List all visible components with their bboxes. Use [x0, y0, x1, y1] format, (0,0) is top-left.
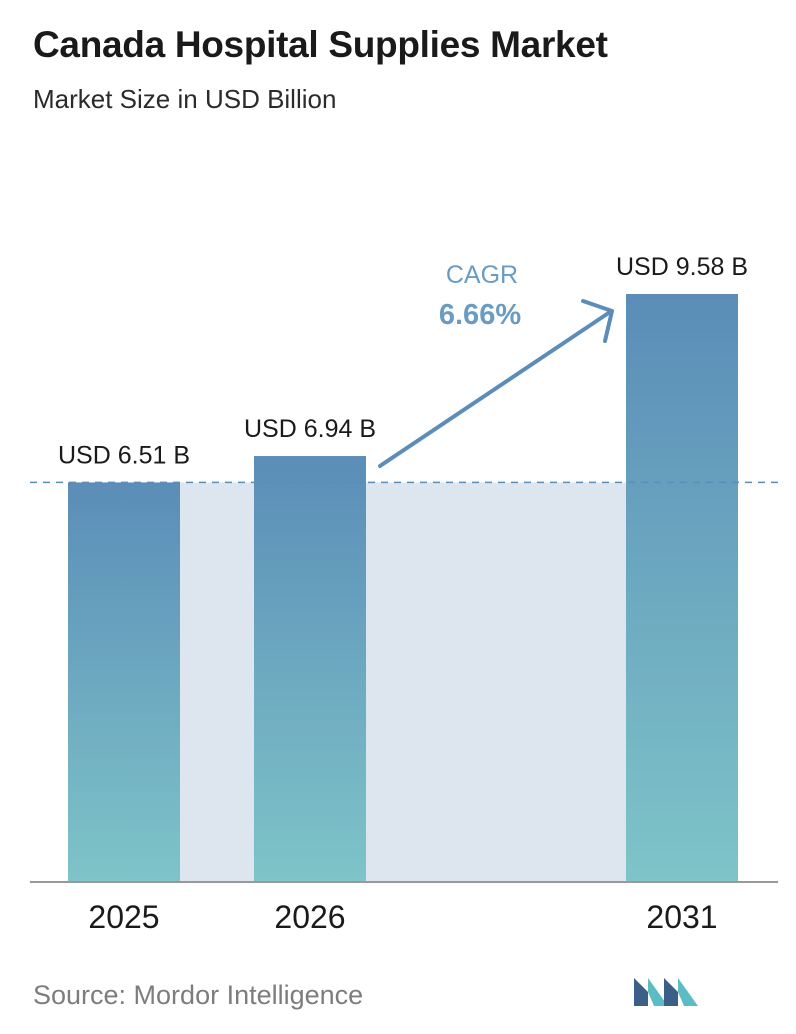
cagr-value: 6.66% — [439, 299, 521, 331]
x-tick-label-2031: 2031 — [646, 899, 717, 935]
bar-2031 — [626, 294, 738, 882]
value-label-2026: USD 6.94 B — [244, 415, 376, 443]
cagr-label: CAGR — [446, 261, 518, 289]
chart-subtitle: Market Size in USD Billion — [33, 84, 337, 114]
x-tick-label-2025: 2025 — [88, 899, 159, 935]
mordor-intelligence-logo-icon — [634, 978, 698, 1006]
cagr-arrow-head — [581, 299, 614, 343]
value-label-2025: USD 6.51 B — [58, 441, 190, 469]
x-tick-label-2026: 2026 — [274, 899, 345, 935]
bar-2025 — [68, 482, 180, 882]
value-label-2031: USD 9.58 B — [616, 253, 748, 281]
source-note: Source: Mordor Intelligence — [33, 980, 364, 1010]
chart-title: Canada Hospital Supplies Market — [33, 24, 608, 65]
cagr-arrow-line — [378, 310, 612, 468]
bar-2026 — [254, 456, 366, 882]
bar-chart: USD 6.51 B USD 6.94 B USD 9.58 B 2025 2026 20… — [30, 253, 780, 935]
